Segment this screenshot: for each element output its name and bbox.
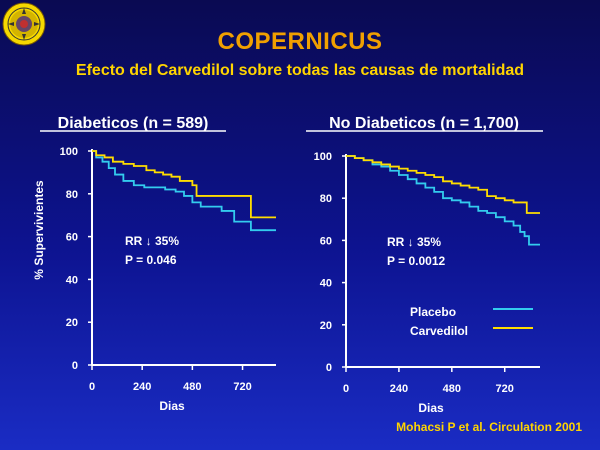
chart-1-x-axis-label: Dias — [159, 399, 185, 413]
chart-1-y-tick-label: 60 — [66, 232, 78, 244]
chart-1-y-axis-label: % Supervivientes — [32, 180, 46, 280]
citation: Mohacsi P et al. Circulation 2001 — [396, 420, 582, 434]
chart-1-x-tick-label: 240 — [133, 381, 151, 393]
chart-1-series-placebo-line — [92, 150, 276, 232]
chart-1-y-tick-label: 20 — [66, 317, 78, 329]
chart-2-y-tick-label: 80 — [320, 193, 332, 205]
chart-2-series-placebo-line — [346, 155, 540, 246]
chart-2-legend-label-placebo: Placebo — [410, 305, 456, 319]
chart-1-y-tick-label: 100 — [60, 146, 78, 158]
chart-2-title: No Diabeticos (n = 1,700) — [329, 115, 519, 132]
chart-1-title: Diabeticos (n = 589) — [58, 115, 209, 132]
chart-1-x-tick-label: 720 — [233, 381, 251, 393]
chart-1-x-tick-label: 0 — [89, 381, 95, 393]
chart-2-legend-label-carvedilol: Carvedilol — [410, 324, 468, 338]
chart-2-x-tick-label: 0 — [343, 383, 349, 395]
chart-1-y-tick-label: 0 — [72, 360, 78, 372]
university-seal-icon — [2, 2, 46, 46]
chart-2-x-tick-label: 720 — [496, 383, 514, 395]
chart-2-y-tick-label: 20 — [320, 320, 332, 332]
slide-title: COPERNICUS — [217, 28, 383, 55]
chart-2-y-tick-label: 40 — [320, 278, 332, 290]
chart-2-y-tick-label: 100 — [314, 151, 332, 163]
chart-2-x-tick-label: 240 — [390, 383, 408, 395]
chart-2-x-axis-label: Dias — [418, 401, 444, 415]
slide-subtitle: Efecto del Carvedilol sobre todas las ca… — [75, 62, 525, 79]
chart-1-series-carvedilol-line — [92, 150, 276, 219]
chart-2-y-tick-label: 0 — [326, 362, 332, 374]
chart-2-y-tick-label: 60 — [320, 235, 332, 247]
chart-2-annotation-line: P = 0.0012 — [387, 254, 445, 268]
chart-1-annotation-line: RR ↓ 35% — [125, 234, 179, 248]
chart-1-x-tick-label: 480 — [183, 381, 201, 393]
chart-2-series-carvedilol-line — [346, 155, 540, 214]
chart-1-y-tick-label: 40 — [66, 274, 78, 286]
chart-2-annotation-line: RR ↓ 35% — [387, 235, 441, 249]
chart-2-x-tick-label: 480 — [443, 383, 461, 395]
chart-1-annotation-line: P = 0.046 — [125, 253, 177, 267]
chart-1-y-tick-label: 80 — [66, 189, 78, 201]
